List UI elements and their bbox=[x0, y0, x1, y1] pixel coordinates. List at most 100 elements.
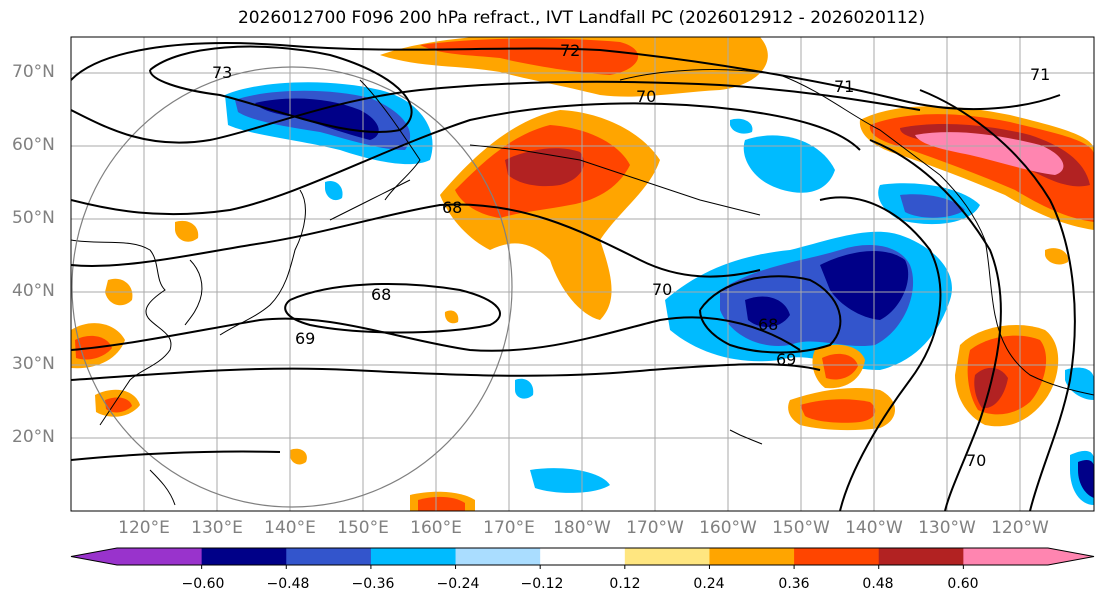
shade-red-orange bbox=[418, 496, 465, 511]
lon-label: 140°W bbox=[845, 518, 903, 538]
contour-line bbox=[919, 89, 1076, 511]
contour-line bbox=[819, 196, 942, 511]
shade-blue-light bbox=[515, 378, 534, 399]
map-area bbox=[71, 37, 1094, 511]
coast-korea bbox=[184, 259, 203, 326]
shade-orange bbox=[1045, 248, 1069, 265]
contour-line bbox=[71, 316, 801, 352]
colorbar-tick-label: −0.24 bbox=[436, 576, 480, 592]
lat-label: 60°N bbox=[12, 135, 55, 155]
lon-label: 120°W bbox=[991, 518, 1049, 538]
colorbar-bin bbox=[370, 548, 457, 565]
contour-label: 70 bbox=[966, 451, 986, 470]
shade-blue-mid bbox=[900, 194, 965, 218]
shade-dark-red bbox=[974, 367, 1008, 409]
lon-label: 150°E bbox=[337, 518, 389, 538]
lon-label: 130°E bbox=[191, 518, 243, 538]
lon-label: 170°E bbox=[483, 518, 535, 538]
shade-blue-dark bbox=[745, 296, 790, 327]
coast-japan bbox=[219, 189, 306, 336]
lon-label: 180°W bbox=[553, 518, 611, 538]
contour-label: 71 bbox=[834, 77, 854, 96]
colorbar-tick-label: 0.12 bbox=[609, 576, 641, 592]
lon-label: 160°E bbox=[410, 518, 462, 538]
coastlines bbox=[71, 69, 1094, 506]
colorbar-tick-label: 0.60 bbox=[947, 576, 979, 592]
lat-label: 50°N bbox=[12, 208, 55, 228]
contour-label: 69 bbox=[295, 329, 315, 348]
colorbar-tick-label: 0.24 bbox=[693, 576, 725, 592]
colorbar-bin bbox=[540, 548, 626, 565]
colorbar-bin bbox=[878, 548, 964, 565]
colorbar-tick-label: −0.36 bbox=[351, 576, 395, 592]
lon-label: 170°W bbox=[626, 518, 684, 538]
map-frame bbox=[70, 36, 1095, 512]
lat-label: 30°N bbox=[12, 354, 55, 374]
contour-label: 68 bbox=[442, 198, 462, 217]
lat-label: 40°N bbox=[12, 281, 55, 301]
colorbar-tick-label: 0.48 bbox=[862, 576, 894, 592]
lat-label: 20°N bbox=[12, 427, 55, 447]
lon-label: 120°E bbox=[118, 518, 170, 538]
colorbar-extension-high bbox=[1048, 548, 1094, 565]
contour-label: 70 bbox=[636, 87, 656, 106]
contour-line bbox=[149, 45, 413, 133]
lon-label: 150°W bbox=[772, 518, 830, 538]
coast-aleutian bbox=[469, 144, 761, 216]
lon-label: 130°W bbox=[918, 518, 976, 538]
lon-label: 140°E bbox=[264, 518, 316, 538]
coast-asia bbox=[71, 239, 172, 426]
shade-blue-light bbox=[530, 468, 610, 493]
coast-alaska bbox=[619, 69, 941, 176]
contour-label: 73 bbox=[212, 63, 232, 82]
map-title: 2026012700 F096 200 hPa refract., IVT La… bbox=[237, 8, 925, 28]
shade-red-orange bbox=[800, 399, 876, 423]
shade-blue-light bbox=[743, 135, 835, 193]
coast-philippines bbox=[149, 469, 176, 506]
shade-blue-light bbox=[1065, 367, 1094, 400]
colorbar-extension-low bbox=[71, 548, 117, 565]
lat-label: 70°N bbox=[12, 62, 55, 82]
shade-red-orange bbox=[420, 38, 639, 75]
colorbar-bin bbox=[794, 548, 880, 565]
shade-orange bbox=[290, 448, 307, 465]
colorbar-tick-label: −0.60 bbox=[181, 576, 225, 592]
lon-label: 160°W bbox=[699, 518, 757, 538]
coast-north-america bbox=[939, 174, 1094, 396]
contour-line bbox=[71, 80, 921, 144]
shade-red-orange bbox=[105, 397, 132, 413]
contours bbox=[71, 42, 1076, 511]
shade-blue-light bbox=[325, 180, 343, 201]
contour-label: 68 bbox=[758, 315, 778, 334]
colorbar-tick-label: −0.48 bbox=[266, 576, 310, 592]
colorbar bbox=[70, 547, 1095, 569]
coast-hawaii bbox=[729, 429, 763, 445]
colorbar-outline bbox=[70, 547, 1095, 566]
contour-line bbox=[71, 102, 861, 216]
shade-blue-mid bbox=[1078, 460, 1094, 498]
contour-labels: 73 72 71 70 68 68 69 70 68 69 71 70 bbox=[212, 41, 1050, 470]
contour-line bbox=[71, 203, 761, 278]
contour-line bbox=[699, 275, 842, 354]
contour-label: 71 bbox=[1030, 65, 1050, 84]
colorbar-tick-label: 0.36 bbox=[778, 576, 810, 592]
colorbar-bin bbox=[709, 548, 795, 565]
colorbar-bin bbox=[117, 548, 203, 565]
colorbar-bin bbox=[286, 548, 372, 565]
contour-label: 70 bbox=[652, 280, 672, 299]
shade-red-orange bbox=[822, 353, 858, 380]
colorbar-bin bbox=[201, 548, 287, 565]
colorbar-bin bbox=[455, 548, 541, 565]
radius-circle bbox=[71, 66, 513, 508]
contour-line bbox=[284, 283, 501, 334]
colorbar-tick-label: −0.12 bbox=[520, 576, 564, 592]
coast-kuril bbox=[329, 179, 411, 221]
contour-label: 69 bbox=[776, 350, 796, 369]
colorbar-bin bbox=[963, 548, 1049, 565]
contour-label: 68 bbox=[371, 285, 391, 304]
shade-orange bbox=[175, 220, 199, 242]
negative-shading bbox=[225, 82, 1094, 505]
shade-pink bbox=[915, 132, 1064, 175]
contour-line bbox=[71, 363, 821, 381]
